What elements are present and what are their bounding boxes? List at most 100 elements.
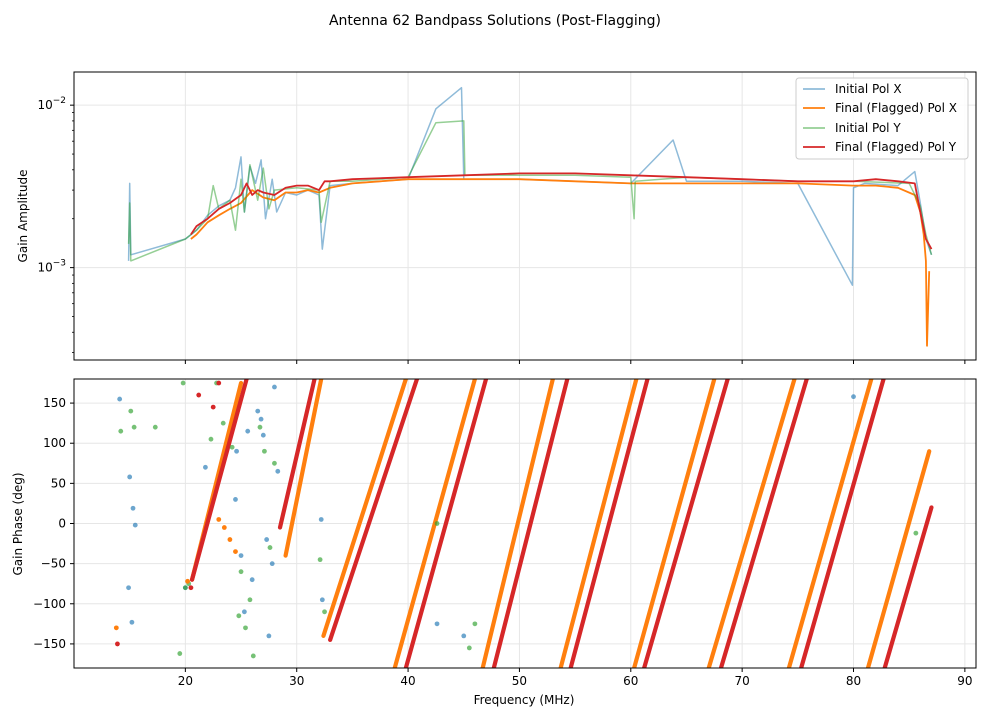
ph-ramp-final-flagged-pol-y-0 — [189, 379, 249, 582]
ph-x-tick-label-70: 70 — [735, 674, 750, 688]
ph-ramp-final-flagged-pol-y-8 — [799, 379, 886, 668]
phase-x-label: Frequency (MHz) — [474, 693, 575, 707]
ph-point-initial-pol-y — [220, 420, 226, 426]
ph-y-tick-label-50: 50 — [51, 476, 66, 490]
ph-x-tick-label-60: 60 — [623, 674, 638, 688]
ph-ramp-final-flagged-pol-y-6 — [642, 379, 730, 668]
ph-y-tick-label-100: 100 — [43, 436, 66, 450]
ph-point-initial-pol-y — [257, 424, 263, 430]
ph-point-initial-pol-y — [466, 645, 472, 651]
ph-x-tick-label-50: 50 — [512, 674, 527, 688]
ph-point-initial-pol-x — [434, 621, 440, 627]
legend-label-final-pol-y: Final (Flagged) Pol Y — [835, 140, 957, 154]
amplitude-y-ticks: 10−3 10−2 — [37, 96, 74, 353]
ph-point-initial-pol-y — [317, 557, 323, 563]
amp-y-tick-label-1: 10−2 — [37, 96, 66, 112]
ph-point-initial-pol-x — [117, 396, 123, 402]
ph-point-initial-pol-x — [203, 464, 208, 470]
ph-ramp-final-flagged-pol-y-9 — [882, 505, 934, 668]
amp-y-tick-label-0: 10−3 — [37, 259, 66, 275]
ph-point-initial-pol-x — [269, 561, 275, 567]
ph-x-tick-label-40: 40 — [400, 674, 415, 688]
phase-y-ticks: −150 −100 −50 0 50 100 150 — [33, 396, 74, 651]
ph-point-initial-pol-y — [182, 585, 188, 591]
ph-ramp-final-flagged-pol-x-8 — [786, 379, 874, 668]
ph-x-tick-label-30: 30 — [289, 674, 304, 688]
amplitude-x-ticks — [184, 360, 966, 364]
ph-y-tick-label--50: −50 — [41, 557, 66, 571]
phase-y-label: Gain Phase (deg) — [11, 472, 25, 575]
ph-point-initial-pol-x — [461, 633, 467, 639]
ph-point-final-flagged-pol-y — [210, 404, 216, 410]
ph-point-initial-pol-y — [262, 448, 267, 454]
ph-point-initial-pol-y — [236, 613, 242, 619]
ph-ramp-final-flagged-pol-y-7 — [718, 379, 809, 668]
ph-point-initial-pol-x — [851, 394, 856, 400]
ph-point-initial-pol-x — [127, 474, 133, 480]
ph-point-initial-pol-y — [250, 653, 256, 659]
ph-ramp-final-flagged-pol-x-7 — [706, 379, 797, 668]
ph-point-initial-pol-x — [275, 468, 281, 474]
ph-point-initial-pol-y — [208, 436, 214, 442]
ph-point-final-flagged-pol-y — [216, 380, 222, 386]
phase-x-ticks: 20 30 40 50 60 70 80 90 — [178, 668, 973, 688]
legend-label-initial-pol-y: Initial Pol Y — [835, 121, 901, 135]
ph-point-initial-pol-y — [177, 651, 183, 656]
ph-point-initial-pol-y — [238, 569, 244, 575]
ph-point-initial-pol-x — [234, 448, 239, 454]
ph-point-initial-pol-x — [132, 522, 138, 528]
ph-point-initial-pol-x — [264, 537, 270, 542]
ph-y-tick-label--150: −150 — [33, 637, 66, 651]
ph-point-final-flagged-pol-y — [188, 585, 194, 591]
legend-label-final-pol-x: Final (Flagged) Pol X — [835, 101, 957, 115]
ph-point-initial-pol-y — [913, 530, 919, 536]
ph-ramp-final-flagged-pol-y-5 — [568, 379, 650, 668]
ph-point-initial-pol-y — [131, 424, 137, 430]
ph-point-initial-pol-x — [233, 497, 238, 502]
ph-point-final-flagged-pol-x — [185, 578, 190, 584]
ph-point-initial-pol-x — [266, 633, 272, 639]
phase-series — [113, 379, 934, 668]
ph-point-initial-pol-y — [272, 460, 277, 466]
ph-point-final-flagged-pol-y — [115, 641, 120, 647]
ph-point-initial-pol-x — [260, 432, 266, 438]
ph-point-initial-pol-x — [241, 609, 247, 615]
ph-point-final-flagged-pol-x — [233, 549, 238, 554]
ph-point-initial-pol-x — [126, 585, 131, 591]
ph-point-initial-pol-y — [152, 424, 158, 430]
legend-label-initial-pol-x: Initial Pol X — [835, 82, 902, 96]
ph-y-tick-label-150: 150 — [43, 396, 66, 410]
ph-point-initial-pol-x — [130, 505, 136, 511]
ph-point-initial-pol-x — [245, 428, 251, 434]
ph-point-initial-pol-x — [255, 408, 261, 414]
ph-ramp-final-flagged-pol-y-2 — [328, 379, 420, 643]
ph-x-tick-label-80: 80 — [846, 674, 861, 688]
ph-point-initial-pol-x — [129, 619, 135, 625]
legend: Initial Pol X Final (Flagged) Pol X Init… — [795, 77, 969, 160]
amp-line-final-flagged-pol-y — [190, 172, 933, 250]
ph-point-initial-pol-y — [322, 609, 327, 615]
ph-point-initial-pol-y — [434, 521, 440, 526]
ph-ramp-final-flagged-pol-y-3 — [403, 379, 489, 668]
ph-point-initial-pol-y — [229, 444, 235, 450]
ph-x-tick-label-90: 90 — [957, 674, 972, 688]
ph-point-initial-pol-y — [267, 545, 273, 550]
ph-point-initial-pol-y — [243, 625, 248, 631]
ph-point-initial-pol-y — [472, 621, 478, 627]
figure-title: Antenna 62 Bandpass Solutions (Post-Flag… — [329, 13, 661, 29]
ph-ramp-final-flagged-pol-x-9 — [865, 449, 932, 668]
ph-point-final-flagged-pol-x — [227, 537, 233, 542]
ph-point-initial-pol-y — [128, 408, 134, 414]
ph-ramp-final-flagged-pol-x-2 — [321, 379, 408, 638]
ph-point-initial-pol-y — [118, 428, 124, 434]
ph-ramp-final-flagged-pol-x-4 — [480, 379, 555, 668]
ph-y-tick-label--100: −100 — [33, 597, 66, 611]
ph-point-initial-pol-y — [247, 597, 253, 603]
ph-point-final-flagged-pol-y — [196, 392, 202, 398]
ph-ramp-final-flagged-pol-x-1 — [283, 379, 324, 558]
ph-ramp-final-flagged-pol-y-4 — [491, 379, 570, 668]
ph-y-tick-label-0: 0 — [58, 517, 66, 531]
amplitude-frame — [73, 71, 977, 361]
